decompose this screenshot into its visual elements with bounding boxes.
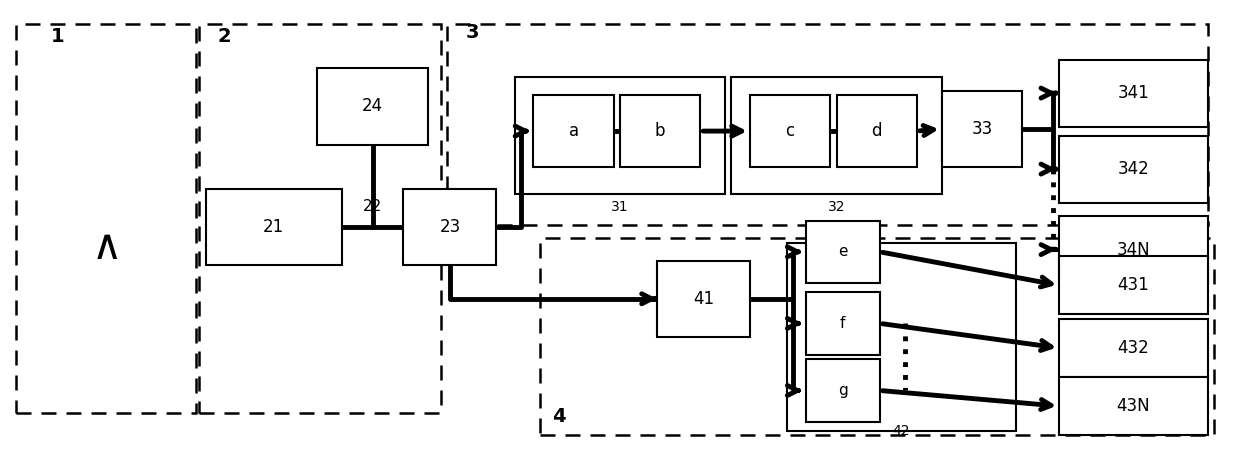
Text: 2: 2: [218, 27, 232, 46]
Text: a: a: [569, 122, 579, 140]
FancyBboxPatch shape: [806, 359, 880, 422]
FancyBboxPatch shape: [533, 95, 614, 167]
FancyBboxPatch shape: [1059, 319, 1208, 377]
Text: 22: 22: [363, 199, 382, 214]
FancyBboxPatch shape: [1059, 135, 1208, 202]
Text: g: g: [838, 383, 848, 398]
Text: 4: 4: [552, 407, 565, 426]
Text: 3: 3: [465, 22, 479, 42]
Text: 1: 1: [51, 27, 64, 46]
Text: 431: 431: [1117, 276, 1149, 294]
FancyBboxPatch shape: [620, 95, 701, 167]
Text: 341: 341: [1117, 84, 1149, 102]
Text: 32: 32: [828, 200, 846, 214]
FancyBboxPatch shape: [941, 91, 1022, 167]
Text: 24: 24: [362, 98, 383, 116]
Text: 43N: 43N: [1117, 397, 1151, 415]
Text: 31: 31: [611, 200, 629, 214]
FancyBboxPatch shape: [206, 189, 342, 265]
Text: e: e: [838, 244, 847, 259]
FancyBboxPatch shape: [317, 68, 428, 144]
FancyBboxPatch shape: [1059, 59, 1208, 126]
Text: 23: 23: [439, 218, 460, 236]
FancyBboxPatch shape: [515, 77, 725, 194]
FancyBboxPatch shape: [837, 95, 916, 167]
Text: 342: 342: [1117, 160, 1149, 178]
Text: d: d: [872, 122, 882, 140]
Text: 41: 41: [693, 290, 714, 308]
FancyBboxPatch shape: [806, 220, 880, 283]
Text: 34N: 34N: [1117, 241, 1151, 259]
Text: 33: 33: [971, 120, 992, 138]
FancyBboxPatch shape: [787, 243, 1016, 431]
Text: 21: 21: [263, 218, 284, 236]
Text: b: b: [655, 122, 666, 140]
FancyBboxPatch shape: [403, 189, 496, 265]
FancyBboxPatch shape: [750, 95, 831, 167]
Text: c: c: [786, 122, 795, 140]
Text: $\wedge$: $\wedge$: [91, 226, 118, 268]
FancyBboxPatch shape: [1059, 216, 1208, 283]
FancyBboxPatch shape: [732, 77, 941, 194]
FancyBboxPatch shape: [1059, 377, 1208, 435]
Text: 42: 42: [892, 424, 910, 438]
FancyBboxPatch shape: [806, 292, 880, 355]
Text: f: f: [839, 316, 846, 331]
FancyBboxPatch shape: [657, 261, 750, 337]
Text: 432: 432: [1117, 339, 1149, 357]
FancyBboxPatch shape: [1059, 256, 1208, 315]
